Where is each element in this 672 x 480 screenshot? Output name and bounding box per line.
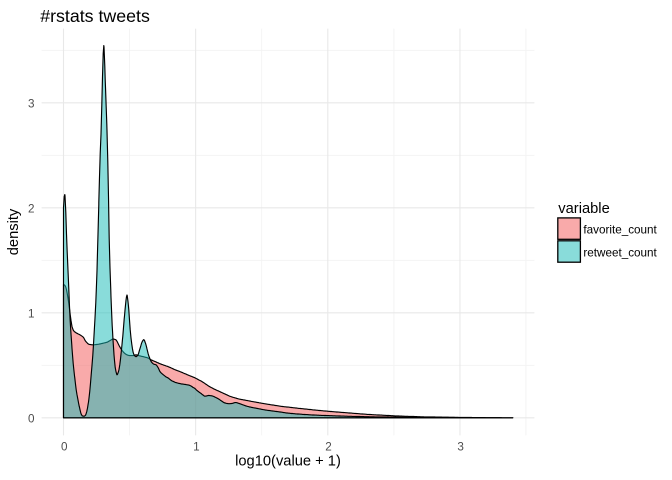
svg-text:#rstats tweets: #rstats tweets [40,6,150,26]
svg-text:favorite_count: favorite_count [583,223,657,236]
svg-text:2: 2 [325,440,332,453]
svg-text:log10(value + 1): log10(value + 1) [235,454,341,470]
svg-text:3: 3 [457,440,464,453]
svg-text:0: 0 [28,412,35,425]
svg-text:1: 1 [193,440,200,453]
svg-text:2: 2 [28,202,35,215]
svg-text:3: 3 [28,97,35,110]
svg-text:retweet_count: retweet_count [583,246,657,259]
svg-text:density: density [6,208,22,255]
svg-text:0: 0 [61,440,68,453]
svg-text:1: 1 [28,307,35,320]
svg-text:variable: variable [558,201,609,217]
